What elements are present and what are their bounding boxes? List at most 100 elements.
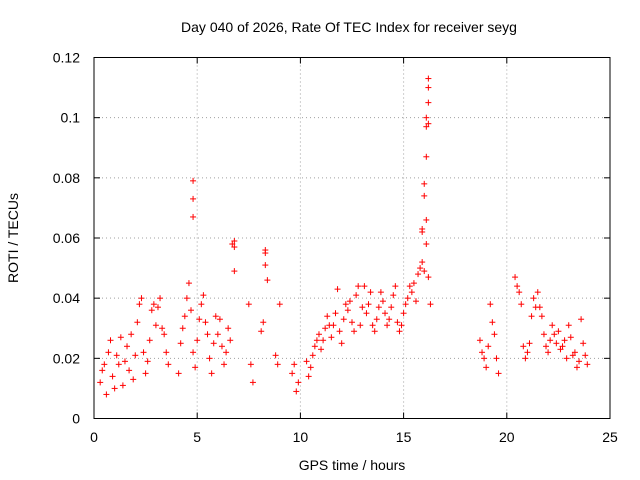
data-point	[423, 241, 430, 248]
data-point	[313, 337, 320, 344]
data-point	[204, 331, 211, 338]
data-point	[124, 343, 131, 350]
data-point	[540, 331, 547, 338]
data-point	[384, 322, 391, 329]
data-point	[121, 358, 128, 365]
data-point	[479, 349, 486, 356]
data-point	[188, 307, 195, 314]
data-point	[351, 328, 358, 335]
data-point	[392, 283, 399, 290]
y-tick-label: 0.08	[53, 170, 80, 186]
data-point	[415, 271, 422, 278]
data-point	[425, 84, 432, 91]
data-point	[481, 355, 488, 362]
data-point	[194, 337, 201, 344]
data-point	[483, 364, 490, 371]
data-point	[322, 325, 329, 332]
data-point	[578, 316, 585, 323]
data-point	[408, 289, 415, 296]
data-point	[136, 301, 143, 308]
data-point	[522, 355, 529, 362]
data-point	[163, 349, 170, 356]
data-point	[97, 379, 104, 386]
data-point	[398, 322, 405, 329]
data-point	[202, 319, 209, 326]
data-point	[231, 244, 238, 251]
data-point	[421, 192, 428, 199]
data-point	[249, 379, 256, 386]
data-point	[262, 247, 269, 254]
data-point	[307, 364, 314, 371]
data-point	[536, 304, 543, 311]
data-point	[117, 334, 124, 341]
data-point	[349, 319, 355, 326]
data-point	[260, 319, 267, 326]
data-point	[303, 358, 310, 365]
data-point	[567, 334, 574, 341]
data-point	[157, 295, 164, 302]
data-point	[218, 343, 225, 350]
data-point	[551, 331, 558, 338]
data-point	[159, 325, 166, 332]
data-point	[423, 216, 430, 223]
data-point	[514, 283, 521, 290]
data-point	[134, 319, 141, 326]
data-point	[421, 268, 428, 275]
data-point	[247, 361, 254, 368]
data-point	[109, 373, 116, 380]
data-point	[524, 349, 531, 356]
data-point	[128, 331, 135, 338]
x-tick-label: 20	[499, 429, 515, 445]
data-point	[334, 286, 341, 293]
data-point	[324, 313, 331, 320]
data-point	[276, 301, 283, 308]
data-point	[518, 301, 525, 308]
data-point	[154, 304, 161, 311]
data-point	[107, 337, 114, 344]
data-point	[210, 340, 217, 347]
data-point	[404, 295, 411, 302]
data-point	[373, 316, 380, 323]
data-point	[561, 337, 568, 344]
data-point	[534, 289, 541, 296]
data-point	[388, 304, 395, 311]
data-point	[198, 301, 205, 308]
data-point	[576, 358, 583, 365]
data-point	[223, 349, 230, 356]
data-point	[423, 123, 430, 130]
data-point	[369, 322, 376, 329]
data-point	[371, 328, 378, 335]
x-tick-label: 15	[396, 429, 412, 445]
data-point	[549, 322, 556, 329]
data-point	[274, 361, 281, 368]
data-point	[328, 334, 335, 341]
data-point	[227, 337, 234, 344]
data-point	[489, 319, 496, 326]
data-point	[315, 331, 322, 338]
data-point	[183, 295, 190, 302]
data-point	[419, 228, 426, 235]
data-point	[115, 361, 122, 368]
y-tick-label: 0.1	[61, 110, 81, 126]
data-point	[150, 301, 157, 308]
data-point	[291, 361, 298, 368]
data-point	[421, 180, 428, 187]
data-point	[425, 120, 432, 127]
data-point	[553, 340, 560, 347]
data-point	[402, 301, 409, 308]
data-point	[262, 262, 269, 269]
data-point	[367, 289, 374, 296]
y-axis-label: ROTI / TECUs	[5, 193, 21, 283]
axis-ticks: 0 5 10 15 20 25 0 0.02 0.04 0.06 0.08 0.1 0.12	[53, 50, 618, 446]
data-point	[111, 385, 118, 392]
y-tick-label: 0.12	[53, 50, 80, 66]
data-point	[212, 313, 219, 320]
data-point	[357, 322, 364, 329]
data-point	[419, 259, 426, 266]
data-point	[476, 337, 483, 344]
data-point	[342, 301, 349, 308]
data-point	[563, 355, 570, 362]
y-tick-label: 0.04	[53, 290, 80, 306]
data-point	[126, 367, 133, 374]
data-point	[152, 322, 159, 329]
